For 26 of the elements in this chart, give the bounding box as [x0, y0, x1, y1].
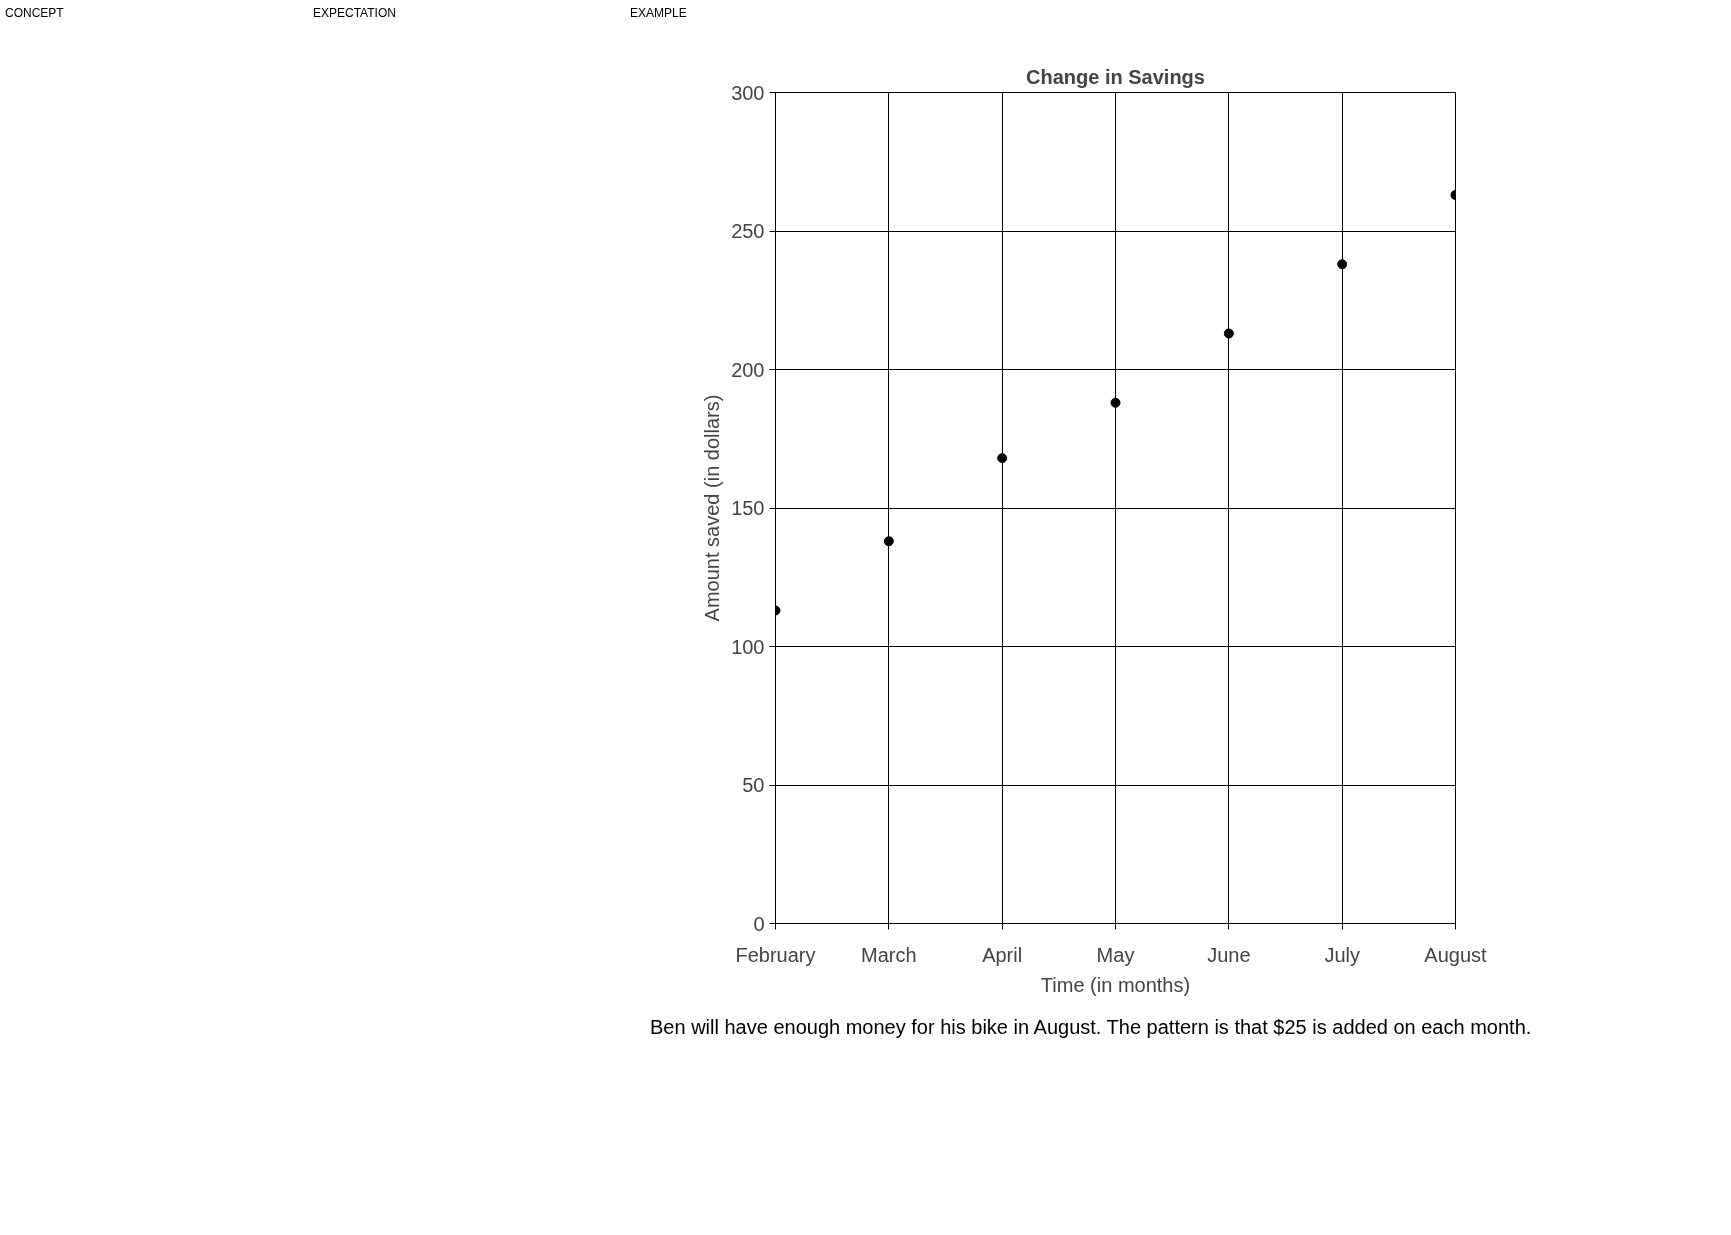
x-tick-label: May	[1096, 943, 1135, 966]
x-tick-label: April	[982, 943, 1023, 966]
y-tick-label: 150	[731, 497, 765, 519]
x-tick-label: February	[735, 943, 816, 966]
point	[1337, 259, 1348, 270]
y-tick-label: 200	[731, 358, 765, 381]
point	[883, 536, 894, 547]
y-tick-label: 50	[742, 774, 765, 796]
y-axis-title: Amount saved (in dollars)	[701, 394, 724, 622]
y-tick-label: 250	[731, 220, 765, 242]
x-tick-label: June	[1207, 943, 1251, 966]
text: CONCEPT	[5, 5, 64, 22]
y-tick-label: 100	[731, 635, 765, 658]
text: EXPECTATION	[313, 5, 396, 22]
y-tick-label: 300	[731, 81, 765, 104]
point	[1223, 328, 1234, 339]
text: EXAMPLE	[630, 5, 687, 22]
x-axis-title: Time (in months)	[1040, 973, 1191, 996]
x-tick-label: July	[1324, 943, 1360, 966]
point	[1110, 397, 1121, 408]
y-tick-label: 0	[753, 912, 765, 935]
point	[997, 453, 1008, 464]
x-tick-label: August	[1424, 943, 1488, 966]
x-tick-label: March	[861, 943, 917, 966]
chart-title: Change in Savings	[1026, 65, 1205, 88]
text: Ben will have enough money for his bike in August. The pattern is that $25 is added on each month.	[650, 1015, 1532, 1040]
